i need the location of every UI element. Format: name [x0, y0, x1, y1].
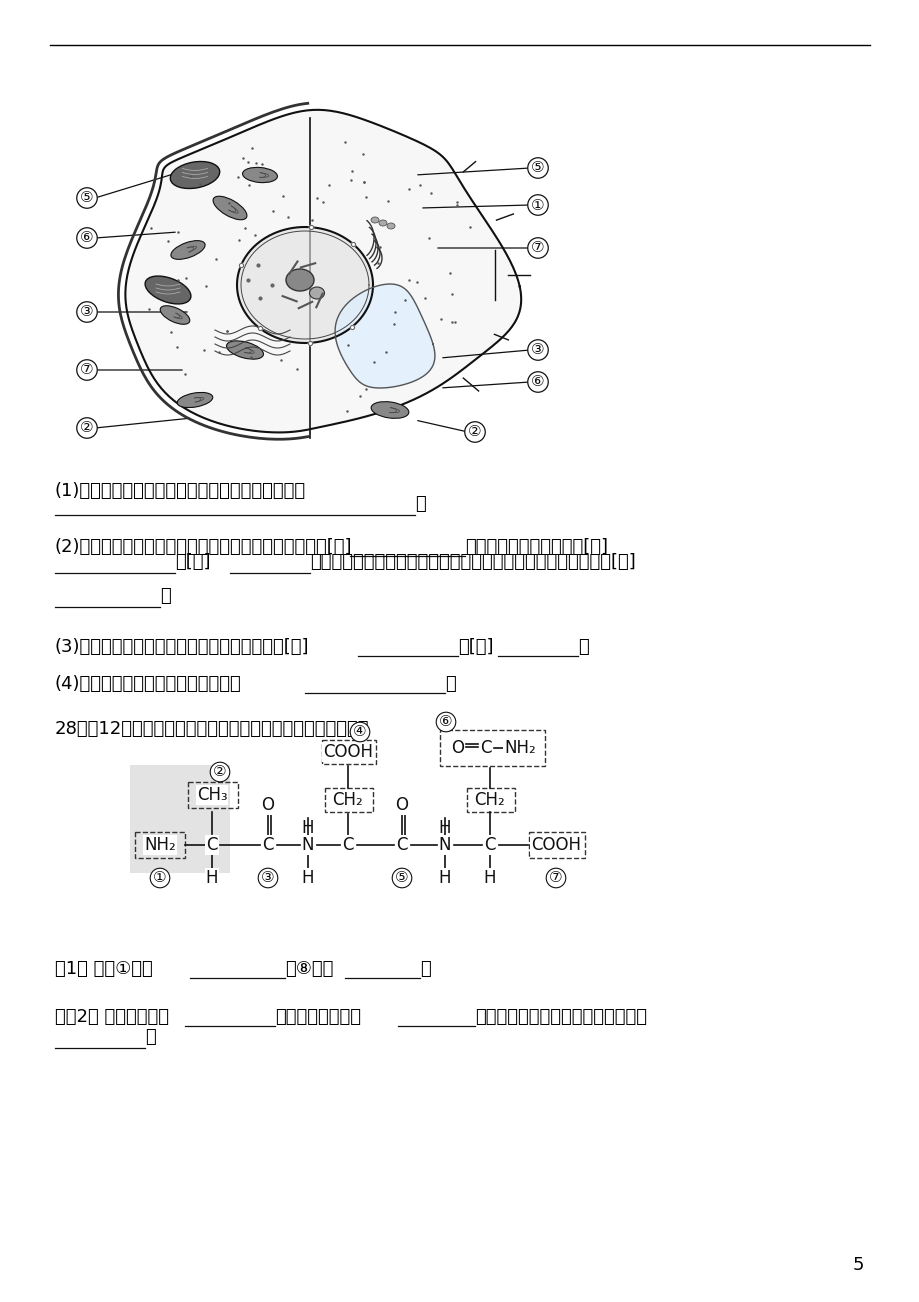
Text: COOH: COOH — [530, 836, 581, 854]
FancyBboxPatch shape — [130, 766, 230, 874]
Text: O: O — [451, 740, 464, 756]
Text: ③: ③ — [261, 871, 275, 885]
Text: CH₂: CH₂ — [333, 792, 363, 809]
Text: C: C — [342, 836, 354, 854]
Text: ⑦: ⑦ — [549, 871, 562, 885]
Text: (4)细胞膜、细胞器膜和核膜一起构成: (4)细胞膜、细胞器膜和核膜一起构成 — [55, 674, 242, 693]
Text: 。: 。 — [420, 960, 430, 978]
Polygon shape — [237, 227, 372, 342]
Text: ①: ① — [530, 198, 544, 212]
Text: NH₂: NH₂ — [504, 740, 535, 756]
Text: ⑤: ⑤ — [530, 160, 544, 176]
Text: O: O — [395, 796, 408, 814]
Ellipse shape — [379, 220, 387, 227]
Text: H: H — [438, 868, 450, 887]
Text: H: H — [301, 819, 314, 837]
Text: ③: ③ — [530, 342, 544, 358]
Ellipse shape — [309, 286, 324, 299]
Text: 。: 。 — [445, 674, 455, 693]
Text: 。: 。 — [160, 587, 171, 605]
Text: H: H — [483, 868, 495, 887]
Polygon shape — [335, 284, 435, 388]
Text: N: N — [301, 836, 314, 854]
Text: (1)图示的细胞区别于原核细胞，最主要的特点是：: (1)图示的细胞区别于原核细胞，最主要的特点是： — [55, 482, 306, 500]
Text: 和[　]: 和[ ] — [458, 638, 493, 656]
Text: COOH: COOH — [323, 743, 372, 760]
Text: ②: ② — [213, 764, 227, 780]
Text: C: C — [483, 836, 495, 854]
Text: CH₂: CH₂ — [474, 792, 505, 809]
Text: H: H — [438, 819, 450, 837]
Text: NH₂: NH₂ — [144, 836, 176, 854]
Text: （1） 图中①表示: （1） 图中①表示 — [55, 960, 153, 978]
Text: 5: 5 — [851, 1256, 863, 1273]
Text: C: C — [480, 740, 492, 756]
Ellipse shape — [226, 341, 263, 359]
Text: ⑥: ⑥ — [438, 715, 452, 729]
Ellipse shape — [370, 217, 379, 223]
Ellipse shape — [170, 161, 220, 189]
Text: 个氨基酸分子失去: 个氨基酸分子失去 — [275, 1008, 360, 1026]
Text: ①: ① — [153, 871, 166, 885]
Text: ⑤: ⑤ — [80, 190, 94, 206]
Text: ④: ④ — [353, 724, 367, 740]
Text: N: N — [438, 836, 450, 854]
Text: 。: 。 — [145, 1029, 155, 1046]
Ellipse shape — [145, 276, 191, 303]
Ellipse shape — [370, 401, 408, 418]
Text: 。: 。 — [414, 495, 425, 513]
Text: ⑥: ⑥ — [530, 375, 544, 389]
Text: C: C — [206, 836, 218, 854]
Text: （．2） 该化合物是由: （．2） 该化合物是由 — [55, 1008, 169, 1026]
Text: ⑦: ⑦ — [80, 362, 94, 378]
Text: ⑥: ⑥ — [80, 230, 94, 246]
Text: ⑤: ⑤ — [395, 871, 408, 885]
Text: ③: ③ — [80, 305, 94, 319]
Text: 。: 。 — [577, 638, 588, 656]
Text: CH₃: CH₃ — [197, 786, 227, 805]
Ellipse shape — [160, 306, 189, 324]
Text: ；图中不含膜的细胞器是[　]: ；图中不含膜的细胞器是[ ] — [464, 538, 607, 556]
Ellipse shape — [387, 223, 394, 229]
Text: ②: ② — [468, 424, 482, 440]
Ellipse shape — [213, 197, 246, 220]
Text: H: H — [206, 868, 218, 887]
Ellipse shape — [286, 270, 313, 292]
Text: 和[　]: 和[ ] — [175, 553, 210, 572]
Polygon shape — [125, 109, 521, 432]
Text: ；如果图示一侧可表示植物的根毛细胞，则图中不应有的结构是[　]: ；如果图示一侧可表示植物的根毛细胞，则图中不应有的结构是[ ] — [310, 553, 635, 572]
Ellipse shape — [177, 392, 212, 408]
Text: 个分子的水而形成的，这种反应叫做: 个分子的水而形成的，这种反应叫做 — [474, 1008, 646, 1026]
Text: (2)比较动植物细胞亚显微结构，高等植物细胞内不含有[　]: (2)比较动植物细胞亚显微结构，高等植物细胞内不含有[ ] — [55, 538, 352, 556]
Text: H: H — [301, 868, 314, 887]
Ellipse shape — [171, 241, 205, 259]
Text: ⑦: ⑦ — [530, 241, 544, 255]
Text: O: O — [261, 796, 274, 814]
Text: C: C — [396, 836, 407, 854]
Text: C: C — [262, 836, 274, 854]
Text: ，⑧表示: ，⑧表示 — [285, 960, 333, 978]
Text: ②: ② — [80, 421, 94, 435]
Ellipse shape — [243, 168, 278, 182]
Text: (3)能对蛋白质进行加工和运输的含膜细胞器是[　]: (3)能对蛋白质进行加工和运输的含膜细胞器是[ ] — [55, 638, 309, 656]
Text: 28．（12分）请根据下列化合物的结构式分析回答下列问题：: 28．（12分）请根据下列化合物的结构式分析回答下列问题： — [55, 720, 369, 738]
